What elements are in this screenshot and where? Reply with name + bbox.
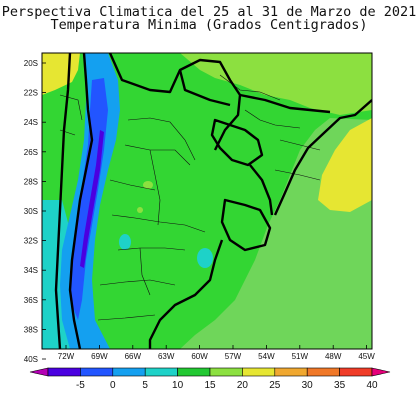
colorbar-segment [209,367,243,377]
longitude-label: 48W [325,352,342,361]
colorbar-segment [29,367,49,377]
colorbar-segment [242,367,276,377]
colorbar-label: 40 [366,380,378,391]
longitude-label: 72W [58,352,75,361]
longitude-label: 66W [125,352,142,361]
latitude-label: 38S [24,325,38,334]
latitude-label: 34S [24,266,38,275]
latitude-label: 20S [24,59,38,68]
colorbar-segment [177,367,211,377]
colorbar-label: 25 [269,380,281,391]
warm-region-east [318,118,372,212]
latitude-label: 30S [24,207,38,216]
latitude-label: 22S [24,89,38,98]
longitude-label: 60W [191,352,208,361]
colorbar-segment [306,367,340,377]
warm-spot [137,207,143,213]
colorbar-label: 15 [204,380,216,391]
longitude-label: 57W [225,352,242,361]
colorbar-label: 5 [142,380,148,391]
map-title: Perspectiva Climatica del 25 al 31 de Ma… [1,4,417,20]
colorbar-label: 20 [237,380,249,391]
longitude-label: 51W [292,352,309,361]
colorbar-segment [371,367,391,377]
longitude-label: 54W [258,352,275,361]
internal-borders [59,74,321,321]
cool-region-south [42,200,92,349]
colorbar-segment [47,367,81,377]
very-cold-region-andes [70,78,108,320]
cool-spot [119,234,131,250]
longitude-axis: 72W 69W 66W 63W 60W 57W 54W 51W 48W 45W [58,345,375,361]
colorbar [29,367,391,377]
cool-spot [197,248,213,268]
latitude-label: 40S [24,355,38,364]
map-frame [41,52,373,350]
colorbar-segment [144,367,178,377]
latitude-axis: 20S 22S 24S 26S 28S 30S 32S 34S 36S 38S 40S [24,59,46,364]
colorbar-labels: -5 0 5 10 15 20 25 30 35 40 [76,380,378,391]
country-borders [54,53,372,349]
latitude-label: 26S [24,148,38,157]
latitude-label: 28S [24,177,38,186]
latitude-label: 36S [24,296,38,305]
latitude-label: 32S [24,237,38,246]
map-subtitle: Temperatura Minima (Grados Centigrados) [50,17,368,33]
colorbar-label: 10 [172,380,184,391]
colorbar-label: 30 [302,380,314,391]
colorbar-label: -5 [76,380,85,391]
mild-region-north [180,53,372,115]
colorbar-segment [80,367,114,377]
colorbar-segment [339,367,373,377]
coldest-streak [80,130,104,268]
colorbar-segment [112,367,146,377]
colorbar-label: 35 [334,380,346,391]
longitude-label: 63W [158,352,175,361]
longitude-label: 69W [91,352,108,361]
colorbar-label: 0 [110,380,116,391]
longitude-label: 45W [358,352,375,361]
warm-spot [143,181,153,189]
colorbar-segment [274,367,308,377]
latitude-label: 24S [24,118,38,127]
